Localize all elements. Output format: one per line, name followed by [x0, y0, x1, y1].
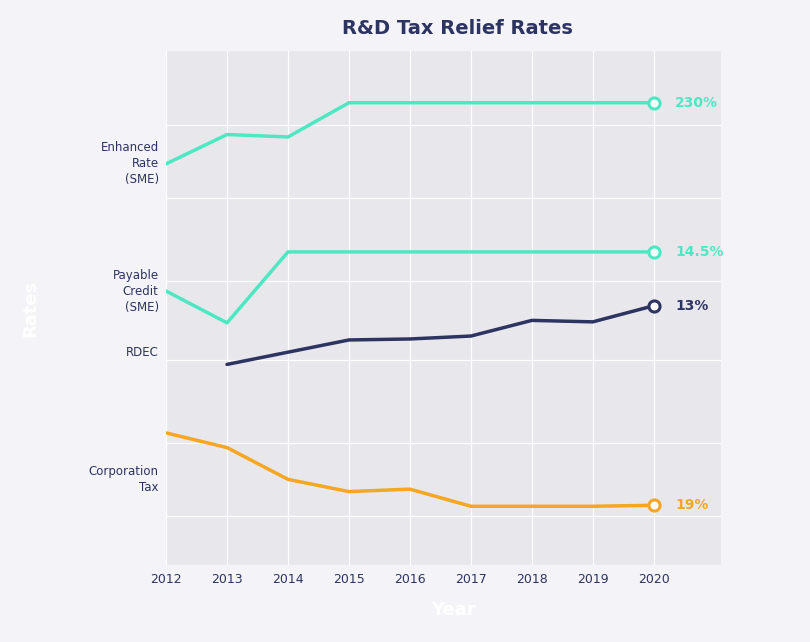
Text: 19%: 19%	[676, 498, 709, 512]
Text: Rates: Rates	[21, 279, 40, 337]
Text: R&D Tax Relief Rates: R&D Tax Relief Rates	[342, 19, 573, 39]
Text: Corporation
Tax: Corporation Tax	[89, 465, 159, 494]
Text: RDEC: RDEC	[126, 345, 159, 359]
Text: 14.5%: 14.5%	[676, 245, 723, 259]
Text: 13%: 13%	[676, 299, 709, 313]
Text: Year: Year	[431, 601, 476, 619]
Text: Payable
Credit
(SME): Payable Credit (SME)	[113, 268, 159, 313]
Text: 230%: 230%	[676, 96, 718, 110]
Text: Enhanced
Rate
(SME): Enhanced Rate (SME)	[100, 141, 159, 186]
